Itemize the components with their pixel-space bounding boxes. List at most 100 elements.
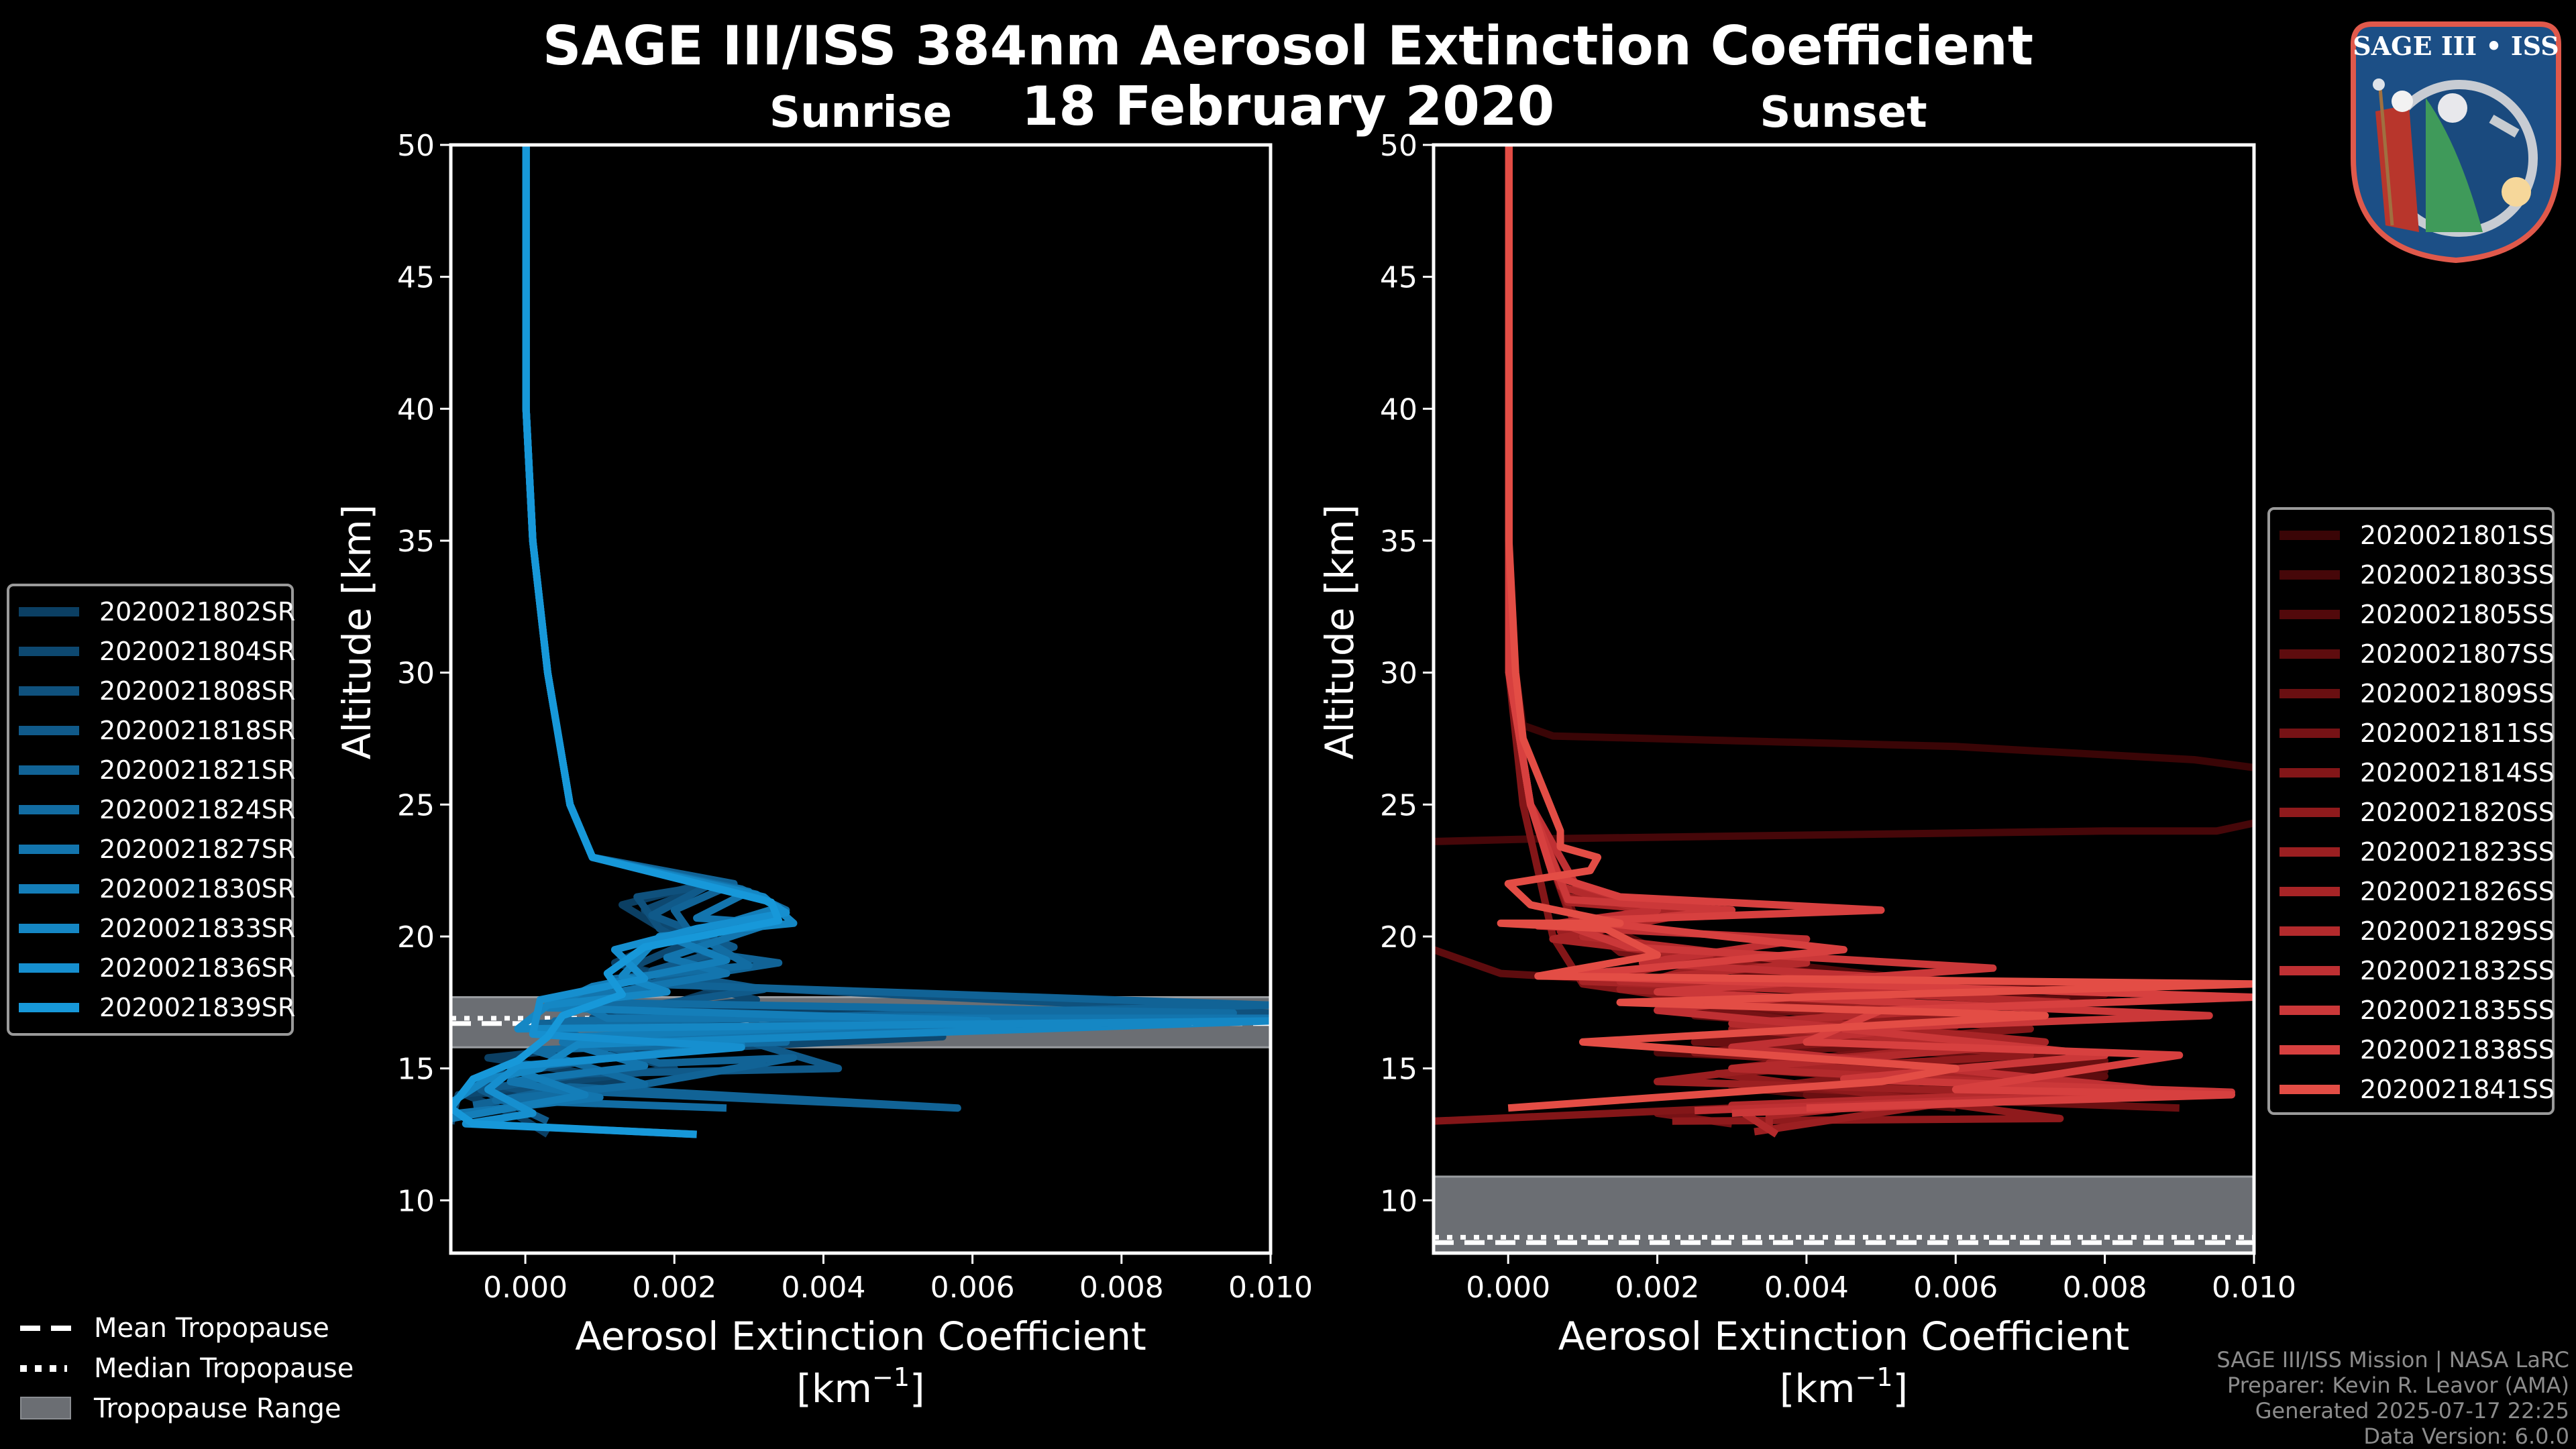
legend-swatch-icon [19,844,79,854]
credits: SAGE III/ISS Mission | NASA LaRC Prepare… [2216,1347,2569,1449]
legend-label: 2020021830SR [99,873,296,904]
y-tick-label: 30 [397,657,435,691]
legend-swatch-icon [2279,1044,2340,1055]
sunrise-x-axis-label: Aerosol Extinction Coefficient [575,1313,1146,1359]
chart-title: SAGE III/ISS 384nm Aerosol Extinction Co… [542,15,2034,77]
logo-title: SAGE III • ISS [2353,31,2559,61]
x-tick-label: 0.002 [632,1271,716,1305]
tropopause-legend: Mean Tropopause Median Tropopause Tropop… [20,1308,354,1429]
legend-swatch-icon [2279,728,2340,738]
y-tick-label: 20 [1380,920,1417,955]
legend-item-2020021832SS: 2020021832SS [2279,951,2555,990]
legend-label: Tropopause Range [94,1393,341,1424]
sunrise-y-axis-label: Altitude [km] [334,504,380,759]
credit-mission: SAGE III/ISS Mission | NASA LaRC [2216,1347,2569,1373]
legend-swatch-icon [19,606,79,616]
y-tick-label: 15 [397,1053,435,1087]
legend-swatch-icon [2279,1005,2340,1015]
y-tick-label: 15 [1380,1053,1417,1087]
sunrise-plot-frame [449,143,1273,1255]
legend-item-2020021811SS: 2020021811SS [2279,713,2555,753]
legend-median-tropopause: Median Tropopause [20,1348,354,1389]
legend-label: Median Tropopause [94,1353,354,1384]
legend-item-2020021802SR: 2020021802SR [19,592,295,631]
credit-generated: Generated 2025-07-17 22:25 [2255,1398,2569,1424]
legend-label: 2020021804SR [99,636,296,666]
y-tick-label: 50 [1380,129,1417,163]
y-tick-label: 40 [397,392,435,427]
units-base: [km [1780,1366,1856,1411]
legend-label: 2020021833SR [99,913,296,943]
legend-item-2020021836SR: 2020021836SR [19,948,295,987]
legend-swatch-icon [2279,570,2340,580]
legend-swatch-icon [2279,767,2340,777]
sunrise-legend: 2020021802SR 2020021804SR 2020021808SR 2020… [7,584,296,1036]
y-tick-label: 10 [1380,1184,1417,1218]
y-tick-label: 25 [397,788,435,822]
legend-item-2020021838SS: 2020021838SS [2279,1030,2555,1069]
series-line-2020021803SS [1434,819,2254,845]
legend-swatch-icon [2279,1084,2340,1094]
legend-label: 2020021826SS [2360,876,2555,906]
legend-label: Mean Tropopause [94,1313,329,1344]
legend-item-2020021833SR: 2020021833SR [19,908,295,948]
sunset-tropopause [1434,1175,2254,1253]
legend-label: 2020021807SS [2360,639,2555,669]
legend-item-2020021821SR: 2020021821SR [19,750,295,790]
x-tick-label: 0.010 [2212,1271,2296,1305]
legend-item-2020021827SR: 2020021827SR [19,829,295,869]
legend-label: 2020021832SS [2360,955,2555,985]
x-tick-label: 0.000 [483,1271,568,1305]
y-tick-label: 35 [397,525,435,559]
dashed-line-icon [20,1320,71,1336]
sunset-x-ticks: 0.000 0.002 0.004 0.006 0.008 0.010 [1466,1253,2296,1305]
credit-preparer: Preparer: Kevin R. Leavor (AMA) [2226,1373,2569,1398]
legend-mean-tropopause: Mean Tropopause [20,1308,354,1348]
legend-item-2020021801SS: 2020021801SS [2279,515,2555,555]
series-line-2020021841SS [1497,145,2254,1112]
legend-label: 2020021801SS [2360,520,2555,550]
y-tick-label: 25 [1380,788,1417,822]
x-tick-label: 0.008 [2063,1271,2147,1305]
sunrise-y-ticks: 10 15 20 25 30 35 40 45 50 [397,129,451,1218]
legend-label: 2020021805SS [2360,599,2555,629]
y-tick-label: 45 [397,261,435,295]
legend-swatch-icon [2279,807,2340,817]
legend-item-2020021835SS: 2020021835SS [2279,990,2555,1030]
legend-label: 2020021823SS [2360,837,2555,867]
y-tick-label: 40 [1380,392,1417,427]
sunset-plot-frame [1432,143,2256,1255]
dotted-line-icon [20,1360,71,1377]
x-tick-label: 0.006 [1913,1271,1998,1305]
legend-item-2020021823SS: 2020021823SS [2279,832,2555,871]
legend-swatch-icon [19,646,79,656]
x-tick-label: 0.002 [1615,1271,1700,1305]
x-tick-label: 0.004 [1764,1271,1849,1305]
legend-label: 2020021829SS [2360,916,2555,946]
sunset-plot: 0.000 0.002 0.004 0.006 0.008 0.010 10 15 20 25 3… [1317,129,2296,1411]
legend-label: 2020021802SR [99,596,296,627]
legend-item-2020021804SR: 2020021804SR [19,631,295,671]
legend-swatch-icon [19,686,79,696]
series-line-2020021838SS [1505,145,2254,1112]
legend-item-2020021829SS: 2020021829SS [2279,911,2555,951]
y-tick-label: 30 [1380,657,1417,691]
legend-item-2020021841SS: 2020021841SS [2279,1069,2555,1109]
sunrise-plot: 0.000 0.002 0.004 0.006 0.008 0.010 10 15 20 25 3… [334,129,1313,1411]
legend-label: 2020021836SR [99,953,296,983]
x-tick-label: 0.004 [781,1271,865,1305]
sunset-y-ticks: 10 15 20 25 30 35 40 45 50 [1380,129,1434,1218]
units-superscript: −1 [1856,1362,1893,1392]
sunset-y-axis-label: Altitude [km] [1317,504,1362,759]
units-base: [km [796,1366,872,1411]
legend-label: 2020021827SR [99,834,296,864]
x-tick-label: 0.010 [1228,1271,1313,1305]
legend-label: 2020021818SR [99,715,296,745]
sunset-x-axis-units: [km−1] [1780,1362,1908,1411]
legend-swatch-icon [19,883,79,894]
legend-label: 2020021841SS [2360,1074,2555,1104]
legend-label: 2020021811SS [2360,718,2555,748]
y-tick-label: 50 [397,129,435,163]
sunset-legend: 2020021801SS 2020021803SS 2020021805SS 2020… [2267,507,2555,1115]
legend-item-2020021807SS: 2020021807SS [2279,634,2555,674]
